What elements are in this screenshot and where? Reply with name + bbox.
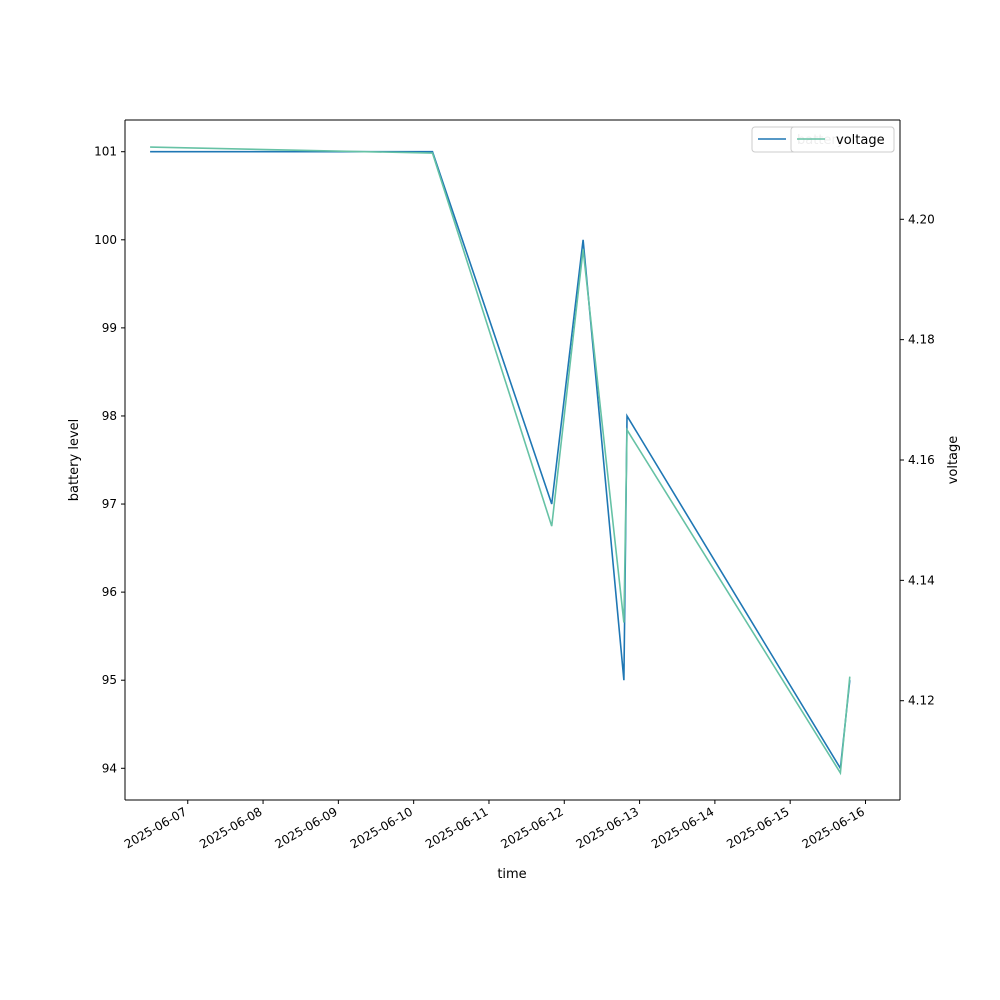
x-tick-label: 2025-06-14 <box>649 804 716 851</box>
legend-voltage-label: voltage <box>836 133 885 148</box>
x-tick-label: 2025-06-15 <box>724 804 791 851</box>
x-tick-label: 2025-06-09 <box>272 804 339 851</box>
x-tick-label: 2025-06-07 <box>122 804 189 851</box>
y-tick-label: 98 <box>102 409 117 423</box>
y-tick-label: 97 <box>102 497 117 511</box>
y-tick-label: 100 <box>94 233 117 247</box>
y-axis-label: battery level <box>67 419 82 502</box>
y2-tick-label: 4.16 <box>908 453 935 467</box>
y2-tick-label: 4.12 <box>908 694 935 708</box>
x-tick-label: 2025-06-12 <box>498 804 565 851</box>
y-tick-label: 101 <box>94 145 117 159</box>
legend: battery voltage <box>751 126 895 153</box>
y2-axis-label: voltage <box>946 436 961 485</box>
y-tick-label: 99 <box>102 321 117 335</box>
x-tick-label: 2025-06-08 <box>197 804 264 851</box>
plot-area <box>125 120 900 800</box>
series-layer <box>150 146 851 776</box>
y-tick-label: 95 <box>102 673 117 687</box>
y2-tick-label: 4.14 <box>908 573 935 587</box>
y-tick-label: 94 <box>102 761 117 775</box>
x-tick-label: 2025-06-11 <box>423 804 490 851</box>
series-line-battery <box>150 150 851 771</box>
y-tick-label: 96 <box>102 585 117 599</box>
x-tick-label: 2025-06-13 <box>574 804 641 851</box>
legend-voltage-box <box>790 126 895 153</box>
x-tick-label: 2025-06-10 <box>348 804 415 851</box>
y2-tick-label: 4.20 <box>908 212 935 226</box>
x-tick-label: 2025-06-16 <box>800 804 867 851</box>
y2-tick-label: 4.18 <box>908 333 935 347</box>
series-line-voltage <box>150 146 851 776</box>
x-axis-label: time <box>497 867 526 882</box>
